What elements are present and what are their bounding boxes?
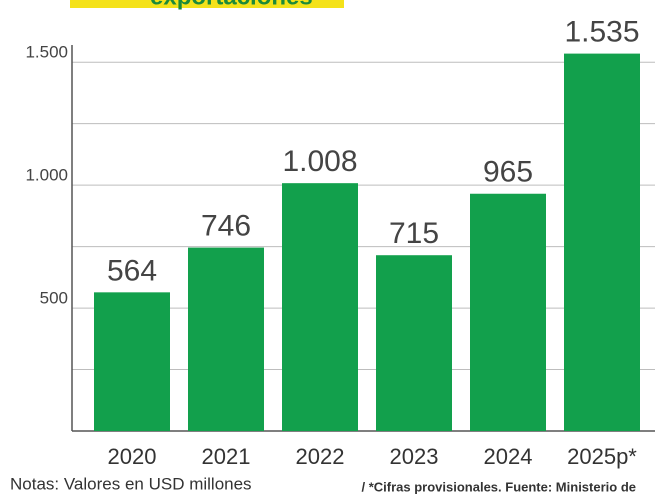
data-label: 746: [201, 210, 251, 243]
x-tick-label: 2020: [108, 444, 157, 469]
bar: [470, 193, 546, 431]
x-tick-label: 2024: [484, 444, 533, 469]
bar: [188, 247, 264, 431]
x-tick-label: 2022: [296, 444, 345, 469]
data-label: 1.008: [282, 145, 357, 178]
bar: [376, 255, 452, 431]
source: / *Cifras provisionales. Fuente: Ministe…: [361, 479, 636, 494]
y-tick-label: 500: [40, 289, 68, 308]
data-label: 715: [389, 217, 439, 250]
bar: [94, 292, 170, 431]
notes: Notas: Valores en USD millones: [10, 474, 252, 493]
x-tick-label: 2023: [390, 444, 439, 469]
x-tick-label: 2021: [202, 444, 251, 469]
bar: [564, 53, 640, 431]
data-label: 965: [483, 156, 533, 189]
chart-title: exportaciones: [150, 0, 313, 10]
title-highlight: [70, 0, 344, 8]
data-label: 564: [107, 254, 157, 287]
y-tick-label: 1.000: [25, 166, 68, 185]
data-label: 1.535: [564, 16, 639, 49]
x-tick-label: 2025p*: [567, 444, 637, 469]
y-tick-label: 1.500: [25, 43, 68, 62]
bar: [282, 183, 358, 431]
